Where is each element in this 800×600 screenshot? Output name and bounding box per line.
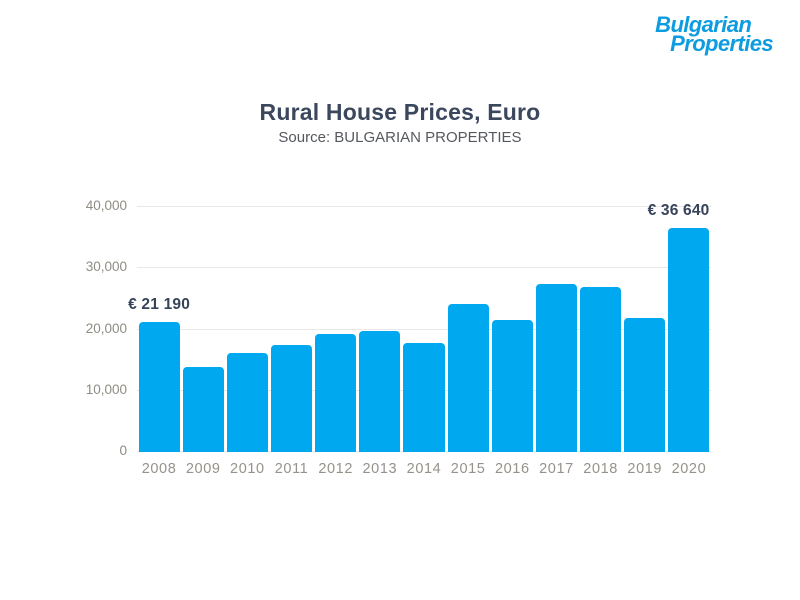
x-axis-label-2020: 2020 bbox=[671, 461, 707, 477]
value-annotation-2008: € 21 190 bbox=[128, 296, 191, 314]
gridline-30000 bbox=[137, 267, 711, 269]
logo-line-2: Properties bbox=[670, 31, 773, 57]
bar-2018 bbox=[580, 287, 622, 452]
y-axis-label-30000: 30,000 bbox=[85, 259, 127, 275]
chart-title: Rural House Prices, Euro bbox=[259, 99, 541, 125]
x-axis-label-2012: 2012 bbox=[318, 461, 354, 477]
x-axis-label-2015: 2015 bbox=[450, 461, 486, 477]
y-axis-label-20000: 20,000 bbox=[85, 320, 127, 336]
x-axis-label-2016: 2016 bbox=[494, 461, 530, 477]
gridline-20000 bbox=[137, 328, 711, 330]
y-axis-label-0: 0 bbox=[119, 443, 127, 458]
bar-2009 bbox=[182, 366, 224, 452]
x-axis-label-2008: 2008 bbox=[141, 461, 177, 477]
bar-2014 bbox=[403, 342, 445, 452]
bar-2015 bbox=[447, 304, 489, 452]
y-axis-label-40000: 40,000 bbox=[85, 198, 127, 213]
x-axis-label-2014: 2014 bbox=[406, 461, 442, 477]
x-axis-label-2018: 2018 bbox=[583, 461, 618, 477]
x-axis-label-2017: 2017 bbox=[539, 461, 574, 477]
bar-2011 bbox=[270, 345, 313, 452]
y-axis-label-10000: 10,000 bbox=[85, 381, 127, 397]
bar-2020 bbox=[668, 227, 710, 452]
value-annotation-2020: € 36 640 bbox=[647, 201, 710, 219]
bar-2019 bbox=[624, 318, 666, 452]
bulgarian-properties-logo: Bulgarian Properties bbox=[655, 12, 773, 57]
bar-2008 bbox=[138, 322, 180, 452]
x-axis-label-2010: 2010 bbox=[230, 461, 265, 477]
chart-source-subtitle: Source: BULGARIAN PROPERTIES bbox=[278, 129, 522, 146]
x-axis-label-2019: 2019 bbox=[627, 461, 663, 477]
x-axis-label-2009: 2009 bbox=[185, 461, 221, 477]
gridline-40000 bbox=[137, 206, 711, 207]
logo-line-1: Bulgarian bbox=[655, 12, 752, 37]
bar-chart-plot-area: 0 10,000 20,000 30,000 40,000 2008 2009 2010 201… bbox=[86, 198, 711, 477]
x-axis-label-2011: 2011 bbox=[274, 461, 309, 477]
bar-2012 bbox=[315, 334, 357, 452]
bar-2013 bbox=[359, 331, 401, 452]
bar-2016 bbox=[491, 320, 533, 452]
x-axis-label-2013: 2013 bbox=[362, 461, 398, 477]
bar-2017 bbox=[535, 283, 578, 452]
bar-2010 bbox=[226, 352, 268, 452]
